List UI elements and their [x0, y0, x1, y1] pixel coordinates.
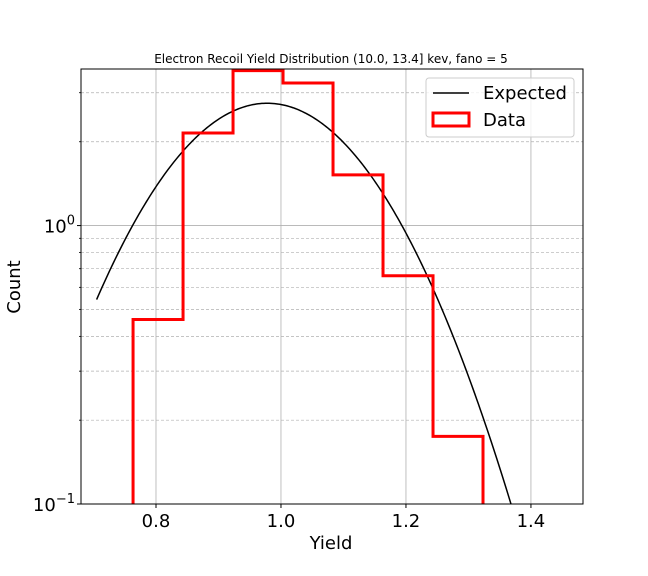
- legend: Expected Data: [425, 77, 575, 138]
- expected-curve: [95, 102, 512, 504]
- x-tick-label: 0.8: [142, 511, 171, 532]
- x-tick-label: 1.0: [267, 511, 296, 532]
- x-axis-label: Yield: [309, 533, 353, 554]
- data-histogram: [131, 69, 485, 504]
- plot-area: [95, 69, 512, 504]
- legend-data-label: Data: [483, 110, 526, 131]
- x-tick-label: 1.4: [517, 511, 546, 532]
- legend-data-swatch: [431, 111, 471, 128]
- y-tick-label: 10−1: [33, 492, 75, 516]
- ticks: 0.8 1.0 1.2 1.4 10−1 100: [33, 92, 546, 532]
- y-tick-label: 100: [44, 214, 75, 238]
- legend-expected-label: Expected: [483, 83, 567, 104]
- y-axis-label: Count: [4, 260, 25, 313]
- chart-title: Electron Recoil Yield Distribution (10.0…: [154, 52, 508, 66]
- x-tick-label: 1.2: [392, 511, 421, 532]
- axes-frame: [80, 68, 584, 505]
